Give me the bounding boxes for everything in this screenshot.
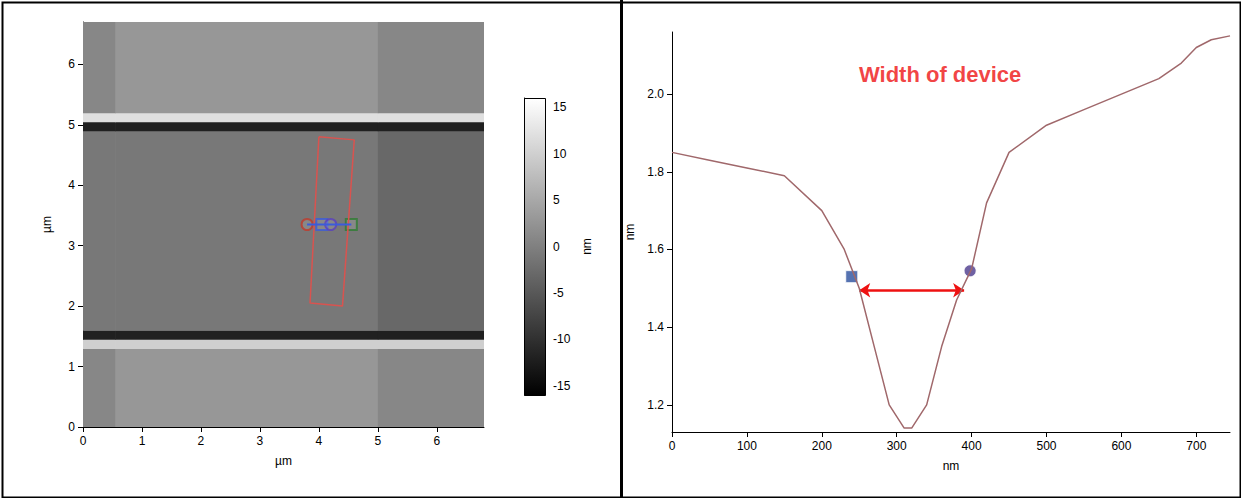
- svg-text:6: 6: [433, 434, 440, 448]
- svg-text:2.0: 2.0: [647, 87, 664, 101]
- svg-text:-10: -10: [553, 332, 571, 346]
- svg-text:µm: µm: [275, 454, 292, 468]
- svg-text:1.8: 1.8: [647, 165, 664, 179]
- svg-text:0: 0: [553, 240, 560, 254]
- svg-text:400: 400: [962, 439, 982, 453]
- svg-text:100: 100: [737, 439, 757, 453]
- svg-text:3: 3: [68, 239, 75, 253]
- svg-text:2: 2: [198, 434, 205, 448]
- svg-text:5: 5: [375, 434, 382, 448]
- svg-text:-5: -5: [553, 286, 564, 300]
- svg-text:6: 6: [68, 57, 75, 71]
- svg-text:-15: -15: [553, 379, 571, 393]
- svg-text:0: 0: [669, 439, 676, 453]
- svg-text:300: 300: [887, 439, 907, 453]
- svg-text:nm: nm: [580, 238, 594, 255]
- svg-text:1.4: 1.4: [647, 320, 664, 334]
- svg-text:1: 1: [68, 360, 75, 374]
- svg-text:0: 0: [68, 420, 75, 434]
- svg-text:nm: nm: [943, 459, 960, 473]
- svg-text:µm: µm: [40, 216, 54, 233]
- svg-text:5: 5: [553, 193, 560, 207]
- svg-text:600: 600: [1111, 439, 1131, 453]
- svg-text:nm: nm: [623, 224, 637, 241]
- svg-text:500: 500: [1036, 439, 1056, 453]
- svg-text:5: 5: [68, 118, 75, 132]
- svg-text:15: 15: [553, 100, 567, 114]
- svg-text:Width of device: Width of device: [859, 62, 1021, 87]
- svg-text:700: 700: [1186, 439, 1206, 453]
- svg-text:1.2: 1.2: [647, 398, 664, 412]
- svg-text:2: 2: [68, 299, 75, 313]
- svg-text:0: 0: [80, 434, 87, 448]
- svg-text:4: 4: [68, 178, 75, 192]
- svg-text:10: 10: [553, 147, 567, 161]
- svg-text:4: 4: [316, 434, 323, 448]
- svg-text:1.6: 1.6: [647, 242, 664, 256]
- svg-text:200: 200: [812, 439, 832, 453]
- svg-text:3: 3: [257, 434, 264, 448]
- svg-text:1: 1: [139, 434, 146, 448]
